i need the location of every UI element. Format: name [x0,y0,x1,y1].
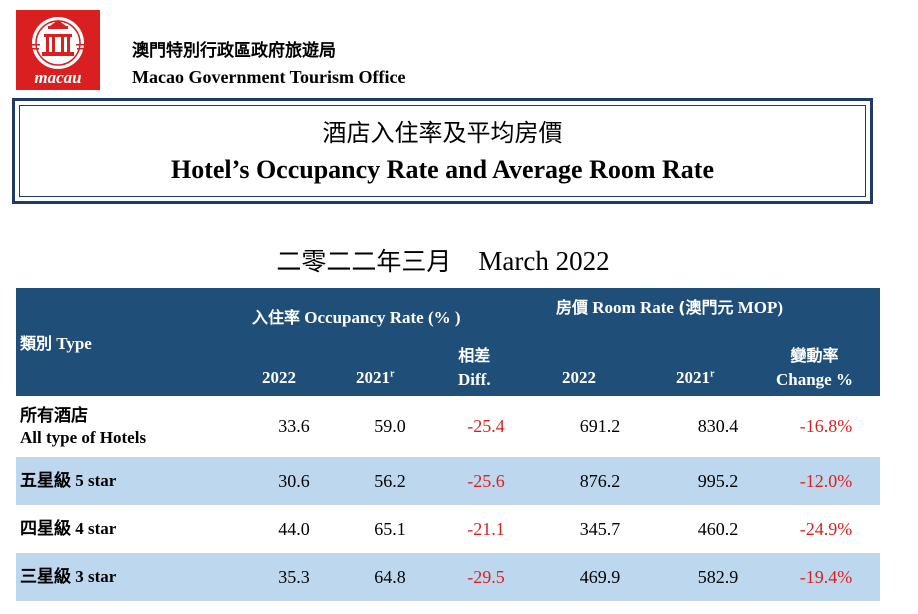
header-change-en: Change % [776,370,853,389]
cell-occ-2021: 64.8 [374,566,406,587]
header-occ-2022: 2022 [262,368,296,387]
header-room-rate-zh: 房價 [556,298,589,317]
header-room-rate: 房價 Room Rate (澳門元 MOP) [556,294,783,318]
period-en: March 2022 [478,246,610,276]
row-label: 所有酒店 All type of Hotels [20,396,146,457]
cell-occ-2021: 65.1 [374,518,406,539]
cell-rate-2021: 582.9 [697,566,739,587]
header-occupancy-zh: 入住率 [252,308,301,327]
row-label-en: All type of Hotels [20,427,147,447]
cell-rate-2022: 876.2 [579,470,621,491]
organization-name: 澳門特別行政區政府旅遊局 Macao Government Tourism Of… [132,38,405,90]
cell-rate-2022: 691.2 [579,416,621,436]
cell-rate-2021: 830.4 [697,416,739,436]
period-zh: 二零二二年三月 [276,247,452,276]
header-room-rate-unit-zh: (澳門元 [678,298,734,317]
row-label-zh: 所有酒店 [20,405,88,426]
cell-diff: -29.5 [467,566,505,587]
table-row: 所有酒店 All type of Hotels 33.6 59.0 -25.4 … [16,396,880,457]
table-row: 四星級 4 star 44.0 65.1 -21.1 345.7 460.2 -… [16,505,880,553]
header-occ-2021-year: 2021 [356,368,390,387]
header-rate-2022: 2022 [562,368,596,387]
row-label-en: 3 star [75,567,117,586]
revised-mark: r [710,368,715,380]
cell-rate-2021: 995.2 [697,470,739,491]
cell-rate-2022: 469.9 [579,566,621,587]
row-label: 五星級 5 star [20,457,116,505]
table-row: 五星級 5 star 30.6 56.2 -25.6 876.2 995.2 -… [16,457,880,505]
title-inner: 酒店入住率及平均房價 Hotel’s Occupancy Rate and Av… [19,105,866,197]
header-type-zh: 類別 [20,334,53,353]
cell-diff: -21.1 [467,518,505,539]
mgto-logo: macau [16,10,100,90]
header-room-rate-unit-en: MOP) [737,298,784,317]
org-name-en: Macao Government Tourism Office [132,67,406,87]
cell-diff: -25.6 [467,470,505,491]
cell-occ-2021: 56.2 [374,470,406,491]
mgto-logo-graphic: macau [16,10,100,90]
row-label-zh: 四星級 [20,519,71,539]
row-label-zh: 五星級 [20,471,71,491]
cell-occ-2022: 30.6 [278,470,310,491]
header-room-rate-en: Room Rate [592,298,674,317]
org-name-zh: 澳門特別行政區政府旅遊局 [132,41,336,61]
cell-occ-2022: 33.6 [278,416,310,436]
cell-occ-2021: 59.0 [374,416,406,436]
cell-change: -24.9% [799,518,853,539]
cell-occ-2022: 44.0 [278,518,310,539]
row-label: 四星級 4 star [20,505,116,553]
header-diff-en: Diff. [458,370,491,389]
header-diff-zh: 相差 [458,346,491,365]
header-change-zh: 變動率 [790,346,839,365]
row-label-en: 4 star [75,519,117,538]
row-label: 三星級 3 star [20,553,116,601]
cell-diff: -25.4 [467,416,505,436]
header-type: 類別 Type [20,330,92,354]
cell-rate-2022: 345.7 [579,518,621,539]
header-rate-2021-year: 2021 [676,368,710,387]
logo-wordmark: macau [34,68,81,87]
header-diff: 相差 Diff. [458,344,491,392]
cell-rate-2021: 460.2 [697,518,739,539]
header-change: 變動率 Change % [776,344,853,392]
header-rate-2021: 2021r [676,368,714,388]
cell-change: -12.0% [799,470,853,491]
title-zh: 酒店入住率及平均房價 [322,119,563,147]
row-label-en: 5 star [75,471,117,490]
header-occ-2021: 2021r [356,368,394,388]
hotel-rate-table: 類別 Type 入住率 Occupancy Rate (% ) 房價 Room … [16,288,880,601]
table-row: 三星級 3 star 35.3 64.8 -29.5 469.9 582.9 -… [16,553,880,601]
cell-occ-2022: 35.3 [278,566,310,587]
cell-change: -16.8% [799,416,853,436]
title-box: 酒店入住率及平均房價 Hotel’s Occupancy Rate and Av… [12,98,873,204]
table-header: 類別 Type 入住率 Occupancy Rate (% ) 房價 Room … [16,288,880,396]
revised-mark: r [390,368,395,380]
title-en: Hotel’s Occupancy Rate and Average Room … [170,155,715,184]
row-label-zh: 三星級 [20,567,71,587]
period-label: 二零二二年三月 March 2022 [0,242,886,278]
header-occupancy: 入住率 Occupancy Rate (% ) [252,304,461,328]
header-type-en: Type [56,334,92,353]
header-occupancy-en: Occupancy Rate (% ) [304,308,461,327]
cell-change: -19.4% [799,566,853,587]
